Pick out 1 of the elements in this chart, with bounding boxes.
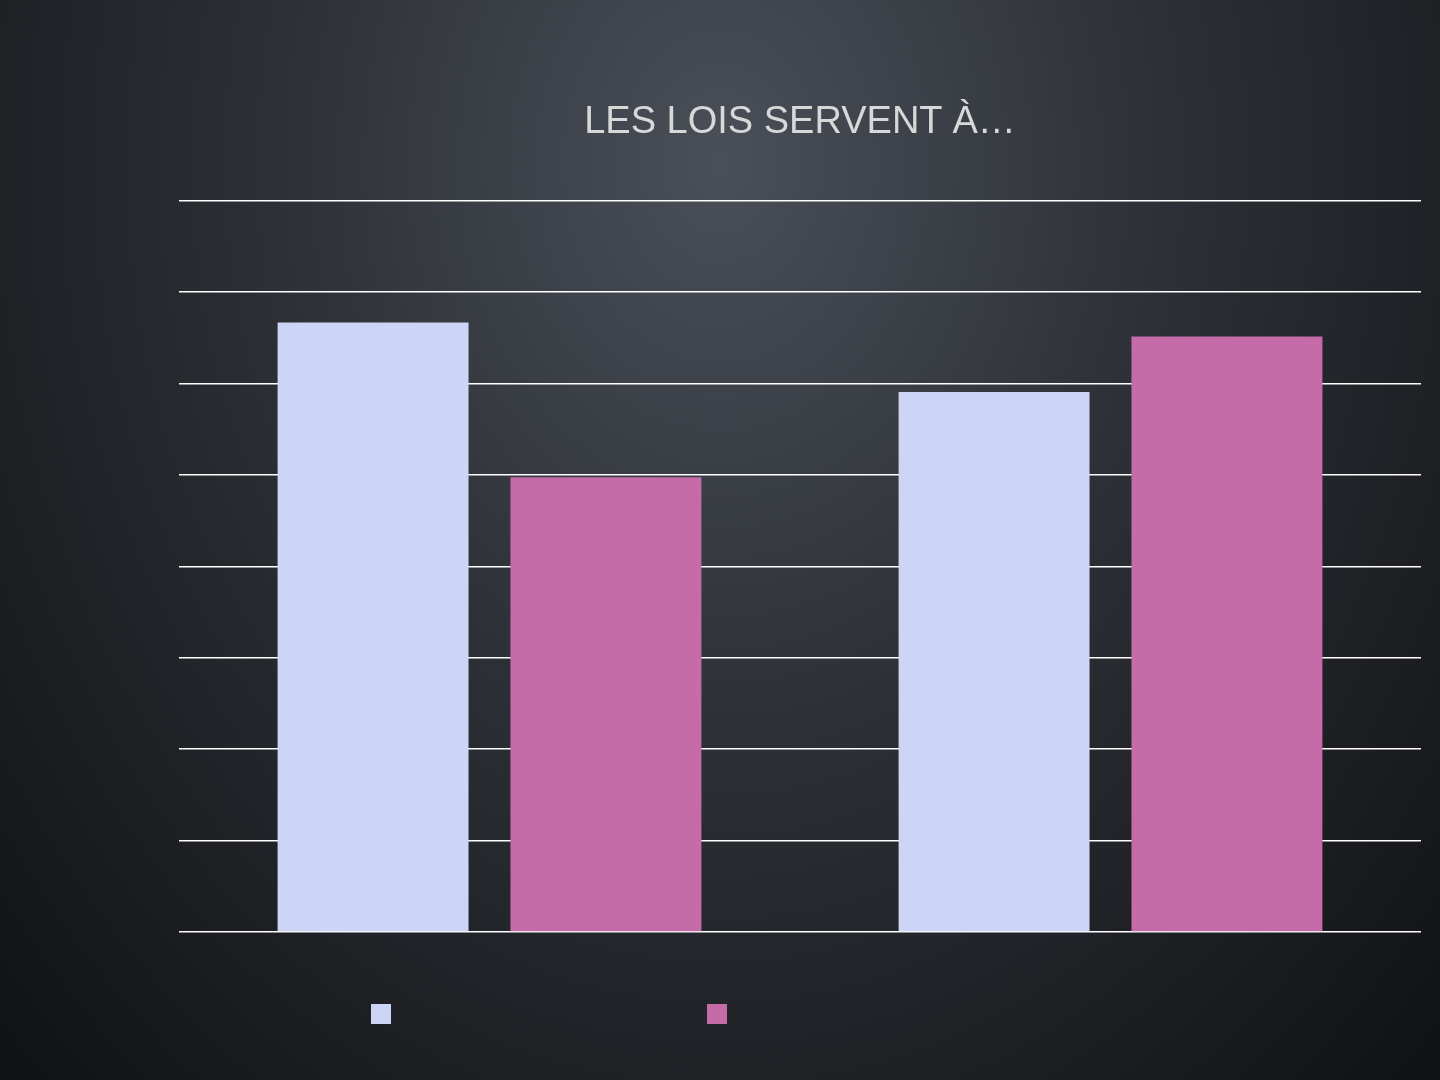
chart-title: LES LOIS SERVENT À… [584, 99, 1016, 142]
